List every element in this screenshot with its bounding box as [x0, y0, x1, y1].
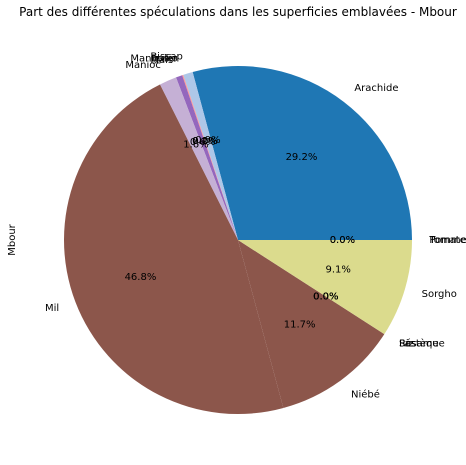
- pct-label-arachide: 29.2%: [286, 152, 318, 163]
- y-axis-label: Mbour: [7, 223, 18, 255]
- pct-label-bissap: 0.9%: [195, 135, 220, 146]
- slice-label-arachide: Arachide: [354, 83, 398, 94]
- slice-label-pomme-de-terre: Pomme de terre: [429, 235, 466, 246]
- slice-label-sorgho: Sorgho: [422, 289, 457, 300]
- slice-label-manguier: Manguier: [130, 54, 178, 65]
- slice-manguier: [182, 74, 238, 240]
- slice-label-mais: Maïs: [150, 55, 173, 66]
- pie-percent-labels: 29.2%0.9%0.0%0.1%0.6%1.6%46.8%11.7%0.0%0…: [125, 135, 356, 330]
- pct-label-pomme-de-terre: 0.0%: [330, 235, 355, 246]
- pct-label-tomate: 0.0%: [330, 235, 355, 246]
- slice-label-bissap: Bissap: [150, 52, 183, 63]
- pct-label-sorgho: 9.1%: [325, 264, 350, 275]
- pct-label-mais: 0.6%: [190, 137, 215, 148]
- slice-label-fonio: Fonio: [151, 53, 178, 64]
- pct-label-fonio: 0.0%: [192, 136, 217, 147]
- pct-label-manguier: 0.1%: [192, 136, 217, 147]
- slice-label-pasteque: Pastèque: [399, 338, 445, 350]
- slice-sorgho: [238, 240, 412, 335]
- slice-label-niebe: Niébé: [351, 388, 380, 400]
- pct-label-manioc: 1.6%: [183, 139, 208, 150]
- chart-title: Part des différentes spéculations dans l…: [19, 5, 457, 19]
- slice-label-sesame: Sésame: [399, 338, 439, 350]
- slice-label-riz: Riz: [399, 339, 414, 350]
- slice-mil: [64, 84, 284, 414]
- slice-mais: [175, 75, 238, 240]
- slice-label-tomate: Tomate: [428, 235, 465, 246]
- slice-manioc: [159, 77, 238, 241]
- pct-label-riz: 0.0%: [313, 291, 338, 302]
- slice-bissap: [183, 72, 238, 241]
- pct-label-sesame: 0.0%: [313, 291, 338, 302]
- pct-label-pasteque: 0.0%: [313, 291, 338, 302]
- slice-niebe: [238, 240, 385, 408]
- pie-slices: [64, 65, 412, 414]
- slice-label-mil: Mil: [45, 303, 59, 314]
- slice-label-manioc: Manioc: [125, 60, 161, 71]
- pct-label-mil: 46.8%: [125, 272, 157, 283]
- pct-label-niebe: 11.7%: [284, 319, 316, 330]
- slice-arachide: [192, 65, 412, 240]
